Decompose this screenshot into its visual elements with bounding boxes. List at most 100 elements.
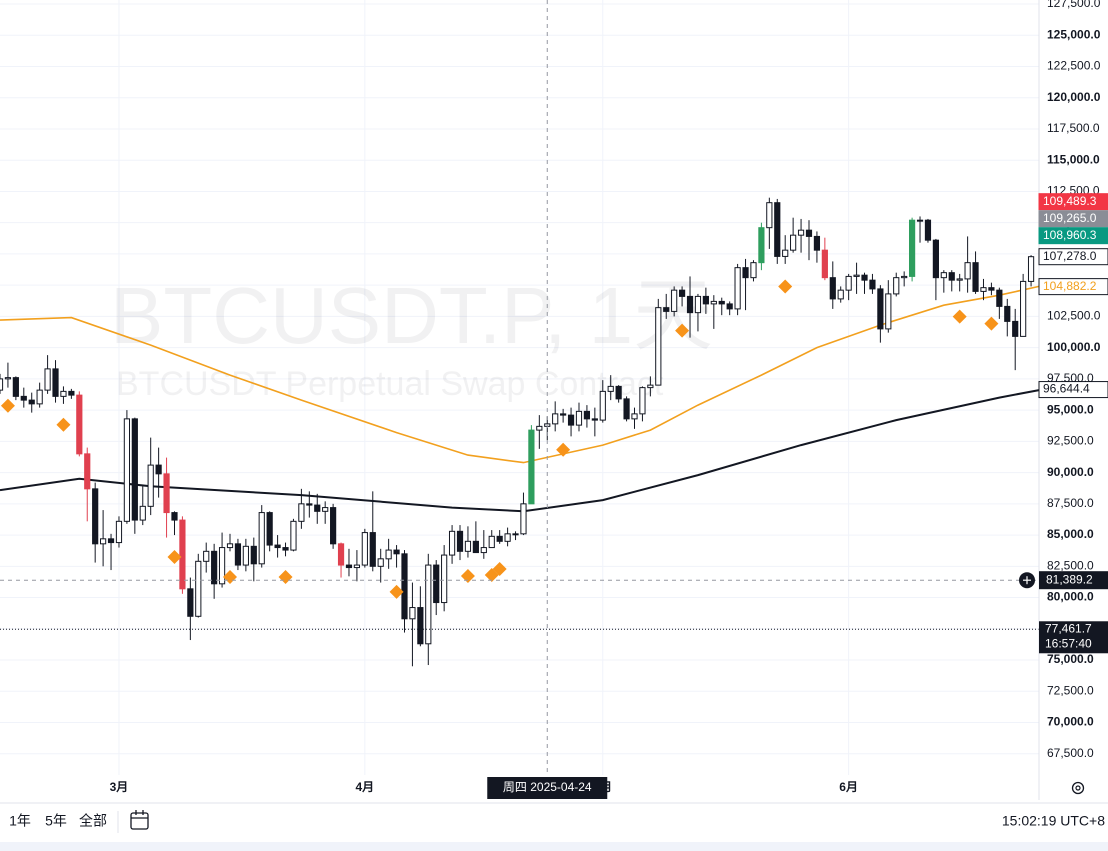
candle-body — [512, 533, 519, 536]
price-label-box — [1038, 210, 1108, 228]
candle-body — [44, 368, 51, 391]
candle-body — [1027, 256, 1035, 282]
candle-body — [1012, 320, 1019, 337]
range-button[interactable]: 5年 — [45, 813, 67, 829]
signal-marker — [778, 279, 793, 294]
candle-body — [385, 549, 392, 560]
clock: 15:02:19 UTC+8 — [1002, 813, 1105, 829]
candle-body — [734, 267, 741, 310]
candle-body — [567, 414, 575, 426]
y-tick-label: 127,500.0 — [1047, 0, 1101, 10]
candle-body — [250, 545, 257, 565]
candle-body — [76, 394, 83, 455]
candle-body — [425, 564, 432, 645]
candle-body — [821, 249, 828, 279]
candle-body — [504, 533, 511, 542]
candle-body — [766, 202, 773, 229]
candle-body — [782, 249, 789, 257]
candle-body — [0, 378, 4, 391]
gear-outer — [1071, 781, 1085, 795]
signal-marker — [492, 561, 507, 576]
candle-body — [282, 547, 289, 551]
y-tick-label: 102,500.0 — [1047, 309, 1101, 323]
candle-body — [290, 520, 297, 551]
candle-body — [337, 543, 345, 566]
price-label: 108,960.3 — [1043, 228, 1097, 242]
date-range-icon[interactable] — [130, 810, 149, 830]
candle-body — [448, 530, 456, 556]
price-label: 107,278.0 — [1043, 249, 1097, 263]
candle-body — [908, 219, 916, 277]
y-tick-label: 92,500.0 — [1047, 434, 1094, 448]
range-button[interactable]: 1年 — [9, 813, 31, 829]
candle-body — [980, 287, 987, 292]
candle-body — [655, 307, 662, 386]
candle-body — [123, 418, 131, 522]
range-button[interactable]: 全部 — [79, 813, 107, 829]
candle-body — [195, 560, 202, 617]
candle-body — [901, 275, 908, 279]
candle-body — [885, 293, 892, 330]
candle-body — [496, 535, 503, 542]
calendar-frame — [130, 812, 149, 830]
candle-body — [607, 385, 614, 392]
candle-body — [115, 520, 123, 544]
candle-body — [996, 289, 1003, 307]
candle-body — [36, 389, 43, 405]
y-tick-label: 72,500.0 — [1047, 683, 1094, 697]
candle-body — [274, 544, 281, 549]
candle-body — [100, 538, 107, 545]
moving-average — [0, 285, 1040, 464]
signal-marker — [556, 442, 571, 457]
candle-body — [861, 274, 868, 281]
candle-body — [591, 418, 598, 421]
candle-body — [139, 505, 146, 521]
candle-body — [813, 235, 821, 251]
moving-average — [0, 389, 1040, 513]
candle-body — [20, 395, 27, 401]
candle-body — [750, 262, 757, 279]
candle-body — [774, 202, 781, 257]
bottom-strip — [0, 842, 1108, 851]
x-tick-label: 4月 — [355, 780, 374, 794]
candle-body — [583, 410, 591, 420]
candle-body — [702, 295, 709, 305]
candle-body — [203, 550, 210, 562]
candle-body — [242, 545, 249, 566]
candle-body — [330, 507, 337, 545]
candle-body — [433, 564, 440, 604]
candle-body — [441, 554, 448, 604]
candle-body — [893, 277, 900, 295]
candle-body — [956, 278, 963, 281]
price-label-box — [1038, 248, 1108, 266]
candle-body — [536, 425, 543, 431]
candle-body — [353, 564, 361, 569]
candle-body — [298, 503, 305, 522]
candle-body — [916, 219, 924, 222]
candle-body — [464, 540, 472, 552]
candle-body — [678, 289, 686, 297]
candle-body — [369, 532, 376, 567]
candle-body — [948, 272, 955, 281]
price-label-box — [1038, 193, 1108, 211]
candle-body — [837, 289, 844, 300]
candle-body — [758, 227, 765, 264]
settings-icon[interactable] — [1071, 781, 1085, 795]
y-tick-label: 95,000.0 — [1047, 402, 1094, 416]
candle-body — [575, 410, 583, 426]
candle-body — [615, 385, 622, 400]
candle-body — [972, 262, 979, 292]
y-tick-label: 115,000.0 — [1047, 152, 1100, 166]
candle-body — [322, 507, 329, 512]
candle-body — [60, 390, 67, 397]
price-label-box — [1038, 227, 1108, 245]
y-tick-label: 120,000.0 — [1047, 90, 1101, 104]
candle-body — [853, 274, 860, 277]
y-tick-label: 87,500.0 — [1047, 496, 1094, 510]
candle-body — [647, 384, 654, 389]
candle-body — [68, 390, 75, 396]
y-tick-label: 90,000.0 — [1047, 465, 1094, 479]
candle-body — [4, 377, 12, 380]
candle-body — [345, 564, 353, 569]
